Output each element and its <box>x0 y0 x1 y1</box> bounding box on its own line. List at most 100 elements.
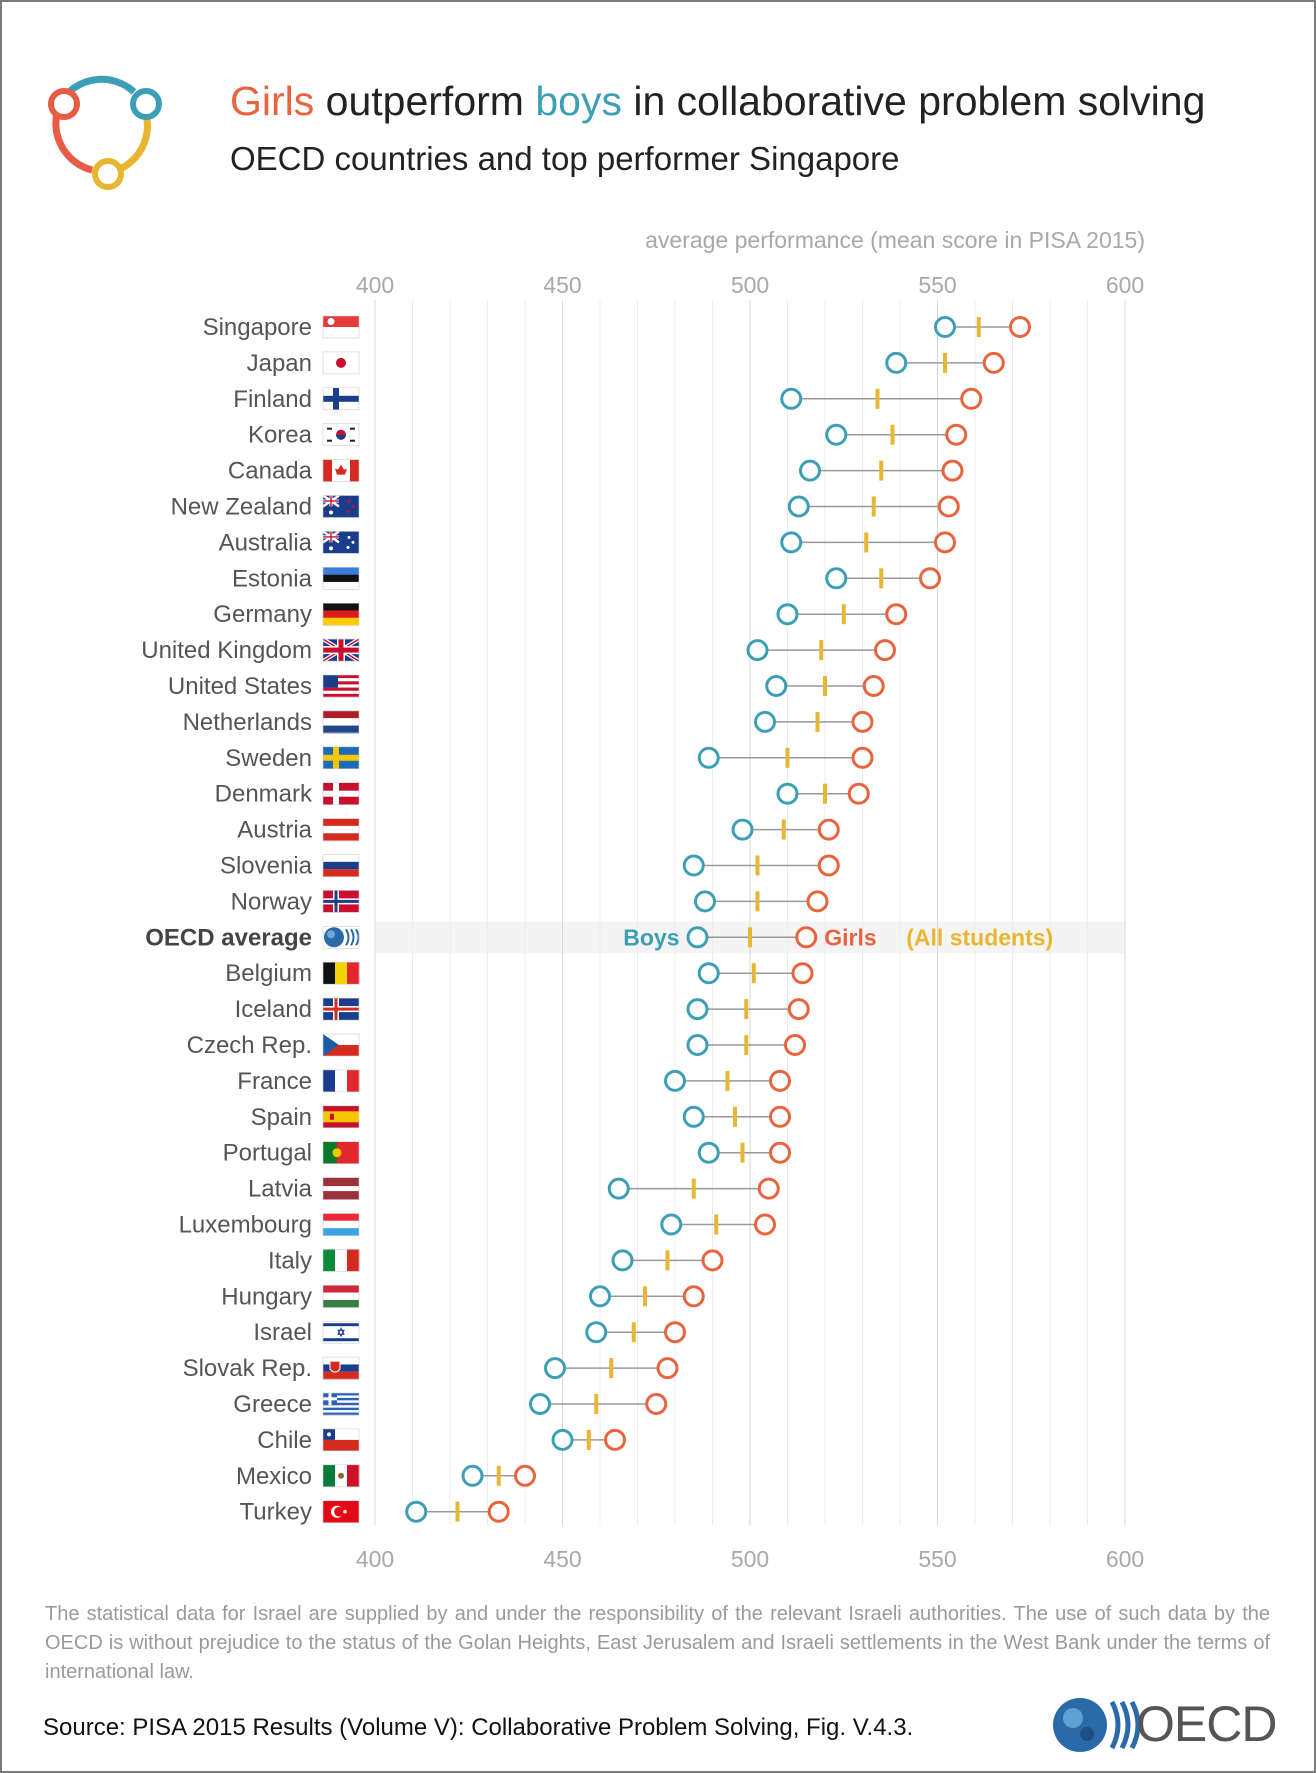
hungary-flag <box>322 1285 360 1308</box>
country-label: Latvia <box>248 1176 313 1203</box>
tick-label-bottom: 550 <box>918 1546 956 1572</box>
girls-point <box>806 890 829 913</box>
country-label: Canada <box>228 458 313 485</box>
finland-flag <box>322 387 360 411</box>
korea-flag <box>322 423 360 447</box>
boys-point <box>611 1249 634 1272</box>
boys-point <box>529 1393 551 1415</box>
country-label: France <box>237 1068 312 1095</box>
boys-point <box>682 854 705 877</box>
girls-point <box>1009 316 1031 338</box>
girls-point <box>701 1249 724 1272</box>
france-flag <box>322 1069 360 1093</box>
title-rest: in collaborative problem solving <box>633 78 1206 124</box>
girls-point <box>945 423 968 446</box>
country-label: Norway <box>231 888 312 915</box>
boys-point <box>589 1285 611 1308</box>
turkey-flag <box>322 1500 360 1523</box>
girls-point <box>664 1321 686 1344</box>
country-label: Belgium <box>225 960 312 987</box>
country-label: Sweden <box>225 745 312 772</box>
slovenia-flag <box>322 854 360 877</box>
girls-point <box>604 1428 626 1451</box>
girls-point <box>645 1393 668 1415</box>
girls-point <box>487 1500 510 1523</box>
country-label: Finland <box>233 386 312 413</box>
tick-label-bottom: 400 <box>356 1546 394 1572</box>
legend-boys-label: Boys <box>623 924 679 950</box>
country-label: Japan <box>247 350 312 377</box>
country-label: United Kingdom <box>141 637 312 664</box>
boys-point <box>664 1069 686 1092</box>
country-label: Denmark <box>215 781 313 808</box>
mexico-flag <box>322 1464 360 1488</box>
boys-point <box>697 962 720 985</box>
girls-point <box>919 567 941 590</box>
girls-point <box>885 603 908 626</box>
estonia-flag <box>322 566 360 590</box>
girls-point <box>754 1213 776 1236</box>
boys-point <box>825 423 848 446</box>
girls-point <box>757 1177 780 1200</box>
girls-point <box>847 782 870 805</box>
country-label: Luxembourg <box>179 1212 312 1239</box>
chile-flag <box>322 1428 360 1452</box>
boys-point <box>686 998 709 1021</box>
sweden-flag <box>322 746 360 770</box>
israel-flag <box>322 1320 360 1344</box>
boys-point <box>776 782 799 805</box>
country-label: Slovenia <box>220 853 313 880</box>
boys-point <box>551 1428 574 1451</box>
boys-point <box>825 567 848 590</box>
boys-point <box>746 639 769 662</box>
country-label: Spain <box>251 1104 312 1131</box>
country-label: Chile <box>257 1427 312 1454</box>
greece-flag <box>322 1392 360 1416</box>
girls-point <box>817 854 840 877</box>
tick-label-top: 500 <box>731 272 769 298</box>
country-label: Hungary <box>221 1283 312 1310</box>
new-zealand-flag <box>322 494 360 518</box>
girls-point <box>937 495 960 518</box>
girls-point <box>784 1034 806 1056</box>
netherlands-flag <box>322 710 360 734</box>
girls-point <box>769 1105 791 1128</box>
japan-flag <box>322 351 360 375</box>
italy-flag <box>322 1249 360 1272</box>
country-label: Germany <box>213 601 312 628</box>
singapore-flag <box>322 315 360 339</box>
united-kingdom-flag <box>321 637 361 663</box>
boys-point <box>461 1464 484 1487</box>
legend-all-students-label: (All students) <box>906 924 1053 950</box>
tick-label-top: 600 <box>1106 272 1144 298</box>
oecd-logo-icon <box>1053 1698 1141 1752</box>
girls-point <box>960 387 983 410</box>
slovakia-flag <box>322 1356 360 1380</box>
tick-label-bottom: 600 <box>1106 1546 1144 1572</box>
chart-title: Girls outperform boys in collaborative p… <box>230 78 1205 125</box>
iceland-flag <box>322 997 360 1021</box>
girls-point <box>982 351 1005 374</box>
dot-range-chart: average performance (mean score in PISA … <box>141 227 1145 1572</box>
boys-point <box>787 495 810 518</box>
country-label: Czech Rep. <box>187 1032 312 1059</box>
girls-point <box>934 531 956 554</box>
tick-label-bottom: 450 <box>543 1546 581 1572</box>
girls-point <box>787 998 810 1021</box>
country-label: Mexico <box>236 1463 312 1490</box>
tick-label-top: 450 <box>543 272 581 298</box>
norway-flag <box>322 890 360 913</box>
girls-point <box>791 962 814 985</box>
boys-point <box>780 387 803 410</box>
country-label: Italy <box>268 1247 312 1274</box>
boys-point <box>799 459 821 482</box>
canada-flag <box>322 459 360 482</box>
luxembourg-flag <box>322 1213 360 1236</box>
boys-point <box>697 1141 720 1164</box>
israel-note: The statistical data for Israel are supp… <box>45 1603 1270 1683</box>
belgium-flag <box>322 961 360 985</box>
boys-point <box>544 1357 566 1380</box>
girls-point <box>862 675 885 697</box>
australia-flag <box>322 530 360 554</box>
